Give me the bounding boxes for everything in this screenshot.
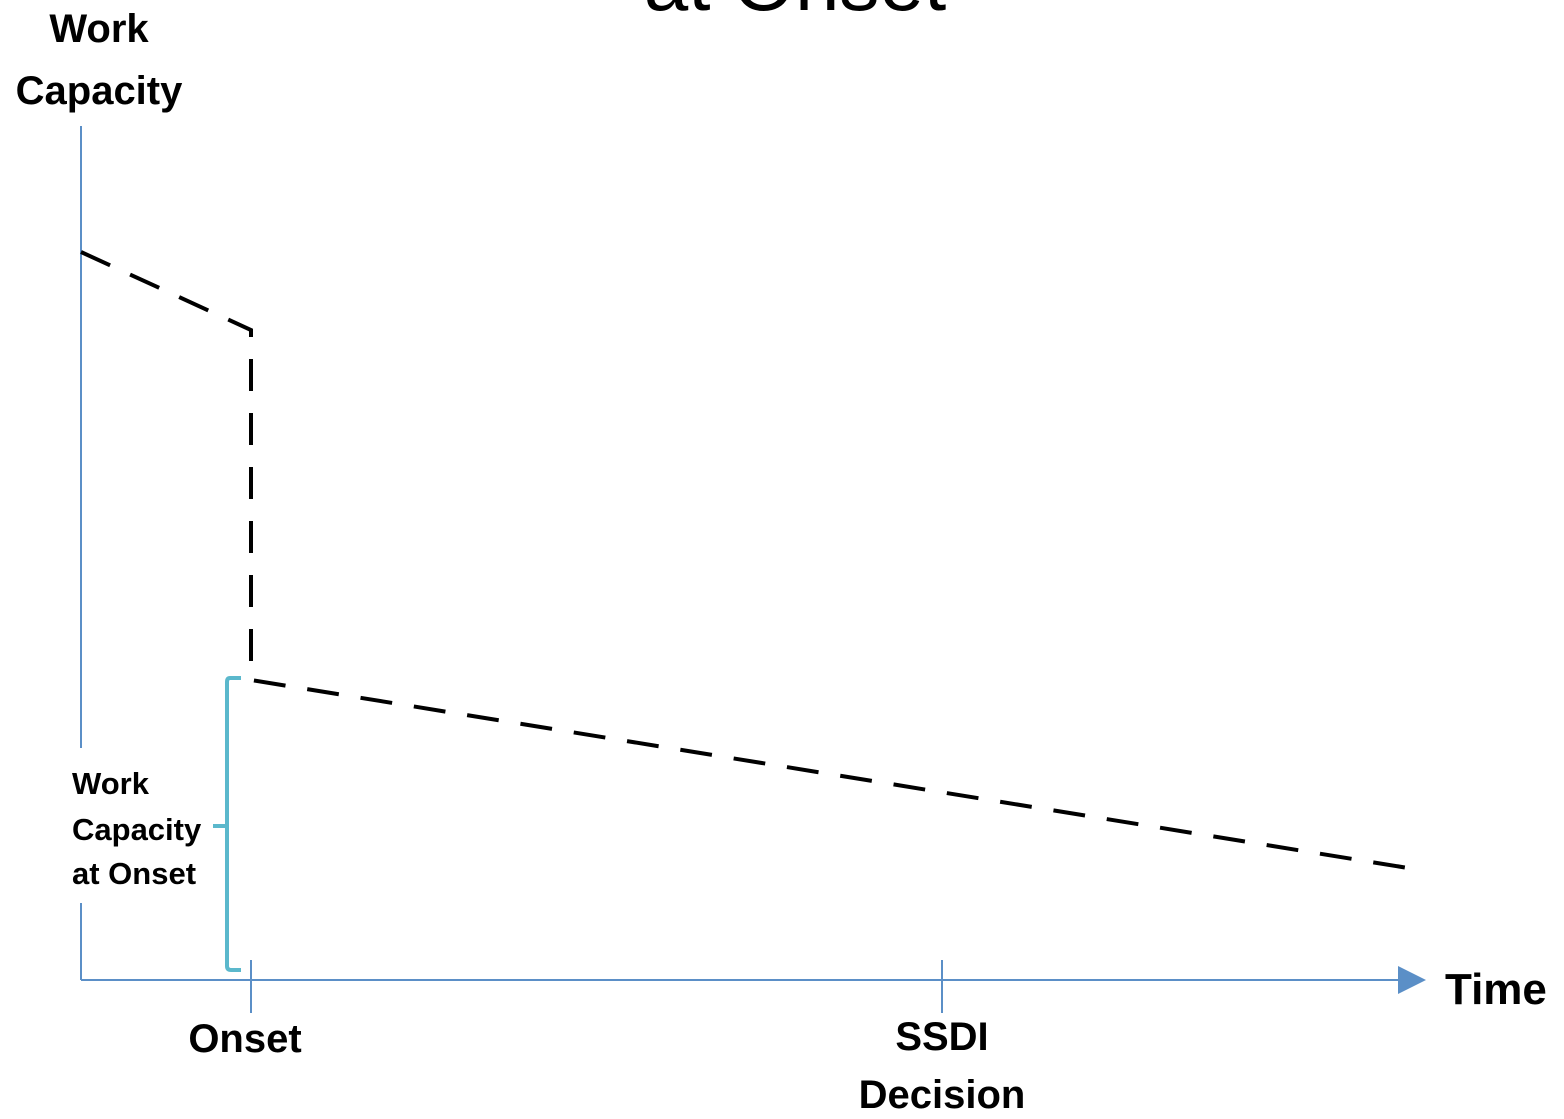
- annotation-line1: Work: [72, 766, 150, 801]
- y-axis-label-line1: Work: [49, 7, 149, 51]
- slide-title-fragment: at Onset: [644, 0, 946, 27]
- work-capacity-bracket: [213, 676, 241, 972]
- tick-label-ssdi: SSDI: [895, 1015, 988, 1059]
- tick-label-onset: Onset: [188, 1017, 301, 1061]
- y-axis-label-line2: Capacity: [16, 69, 183, 113]
- work-capacity-trajectory: [80, 250, 1409, 870]
- annotation-line3: at Onset: [72, 856, 196, 891]
- x-axis-arrowhead: [1398, 966, 1426, 994]
- annotation-line2: Capacity: [72, 812, 202, 847]
- tick-label-decision: Decision: [859, 1073, 1026, 1117]
- x-axis-label: Time: [1445, 965, 1547, 1014]
